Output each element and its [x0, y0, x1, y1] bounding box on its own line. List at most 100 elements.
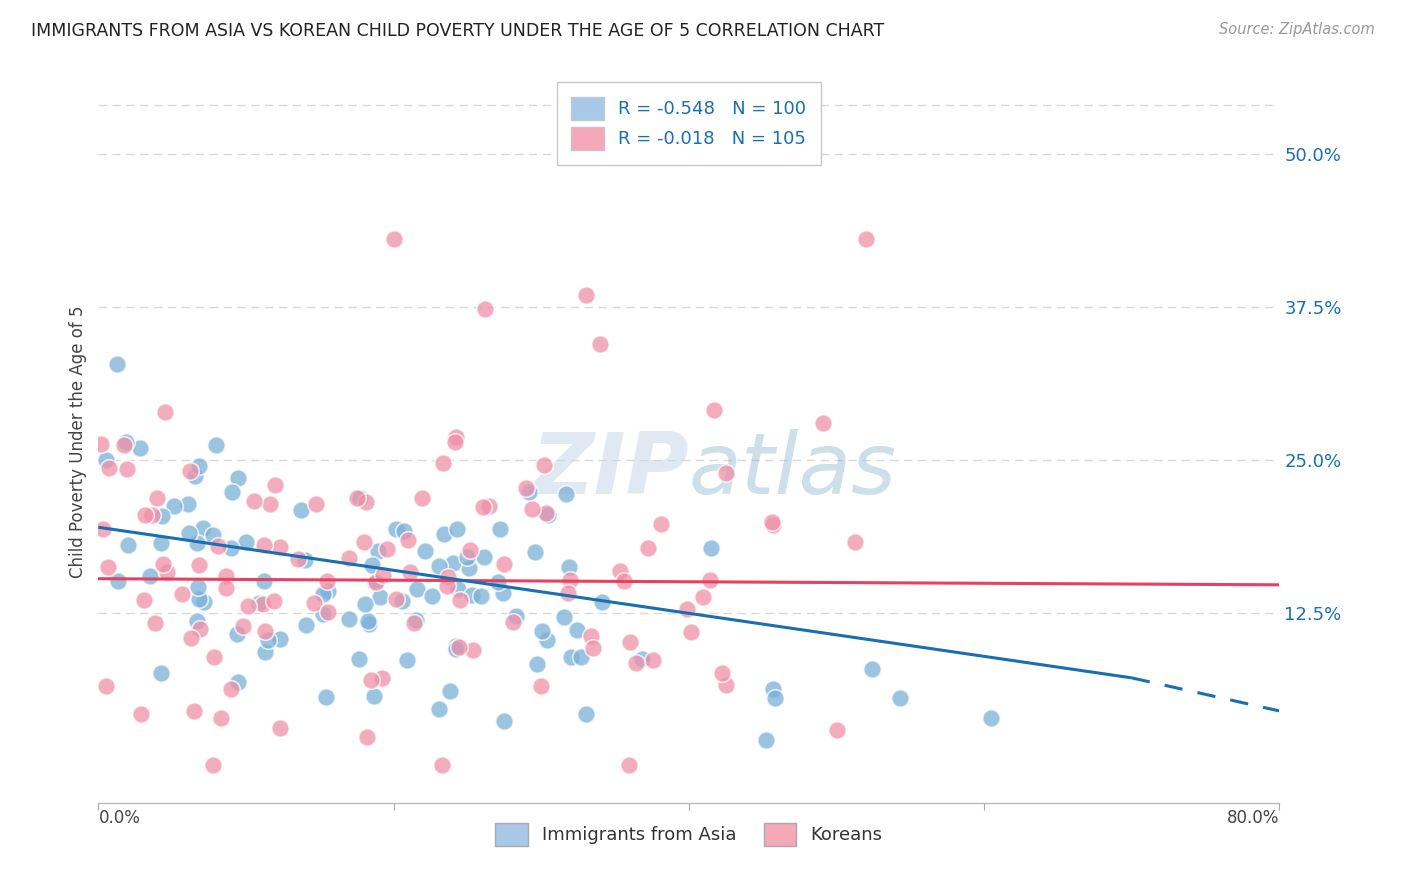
- Text: atlas: atlas: [689, 429, 897, 512]
- Point: [98, 460, 121, 475]
- Point: [494, 714, 516, 729]
- Point: [699, 573, 721, 587]
- Point: [177, 526, 200, 541]
- Point: [486, 574, 509, 589]
- Point: [114, 435, 136, 450]
- Point: [295, 618, 318, 632]
- Point: [405, 582, 427, 596]
- Text: IMMIGRANTS FROM ASIA VS KOREAN CHILD POVERTY UNDER THE AGE OF 5 CORRELATION CHAR: IMMIGRANTS FROM ASIA VS KOREAN CHILD POV…: [31, 22, 884, 40]
- Point: [502, 615, 524, 629]
- Point: [714, 466, 737, 480]
- Text: 80.0%: 80.0%: [1227, 809, 1279, 827]
- Point: [235, 534, 257, 549]
- Point: [553, 610, 575, 624]
- Point: [436, 579, 458, 593]
- Point: [225, 627, 247, 641]
- Point: [446, 522, 468, 536]
- Point: [619, 635, 641, 649]
- Point: [624, 657, 647, 671]
- Point: [180, 632, 202, 646]
- Point: [354, 597, 377, 611]
- Point: [710, 666, 733, 681]
- Point: [617, 757, 640, 772]
- Point: [105, 357, 128, 371]
- Point: [375, 542, 398, 557]
- Point: [141, 508, 163, 522]
- Point: [413, 544, 436, 558]
- Point: [591, 595, 613, 609]
- Point: [305, 497, 328, 511]
- Point: [193, 595, 215, 609]
- Point: [437, 570, 460, 584]
- Point: [520, 501, 543, 516]
- Point: [477, 500, 499, 514]
- Point: [215, 569, 238, 583]
- Point: [432, 456, 454, 470]
- Point: [755, 733, 778, 747]
- Point: [371, 568, 394, 582]
- Point: [889, 690, 911, 705]
- Point: [855, 232, 877, 246]
- Point: [643, 653, 665, 667]
- Point: [761, 515, 783, 529]
- Point: [515, 481, 537, 495]
- Point: [367, 544, 389, 558]
- Point: [405, 613, 427, 627]
- Point: [349, 491, 371, 506]
- Point: [356, 730, 378, 744]
- Point: [187, 558, 209, 573]
- Point: [356, 495, 378, 509]
- Point: [353, 535, 375, 549]
- Point: [470, 590, 492, 604]
- Point: [530, 624, 553, 639]
- Point: [471, 500, 494, 515]
- Point: [700, 541, 723, 555]
- Point: [565, 623, 588, 637]
- Point: [762, 517, 785, 532]
- Point: [337, 612, 360, 626]
- Point: [107, 574, 129, 588]
- Point: [256, 632, 278, 647]
- Point: [363, 689, 385, 703]
- Point: [153, 405, 176, 419]
- Point: [179, 464, 201, 478]
- Point: [97, 560, 120, 574]
- Point: [366, 574, 388, 589]
- Point: [557, 586, 579, 600]
- Point: [444, 435, 467, 450]
- Point: [183, 468, 205, 483]
- Text: 0.0%: 0.0%: [98, 809, 141, 827]
- Point: [396, 653, 419, 667]
- Point: [152, 557, 174, 571]
- Point: [128, 441, 150, 455]
- Point: [139, 568, 162, 582]
- Point: [202, 757, 225, 772]
- Point: [357, 614, 380, 628]
- Point: [446, 430, 468, 444]
- Point: [517, 485, 540, 500]
- Point: [187, 580, 209, 594]
- Point: [259, 497, 281, 511]
- Point: [186, 536, 208, 550]
- Point: [650, 516, 672, 531]
- Point: [560, 573, 582, 587]
- Point: [226, 471, 249, 485]
- Point: [315, 690, 337, 704]
- Point: [215, 581, 238, 595]
- Point: [117, 538, 139, 552]
- Point: [441, 556, 464, 570]
- Point: [762, 681, 785, 696]
- Point: [430, 757, 453, 772]
- Point: [269, 632, 291, 647]
- Point: [114, 438, 136, 452]
- Point: [637, 541, 659, 555]
- Point: [186, 614, 208, 628]
- Point: [385, 522, 408, 536]
- Point: [609, 564, 631, 578]
- Point: [316, 606, 339, 620]
- Point: [392, 524, 415, 538]
- Point: [188, 458, 211, 473]
- Point: [219, 541, 242, 555]
- Point: [560, 650, 582, 665]
- Point: [505, 608, 527, 623]
